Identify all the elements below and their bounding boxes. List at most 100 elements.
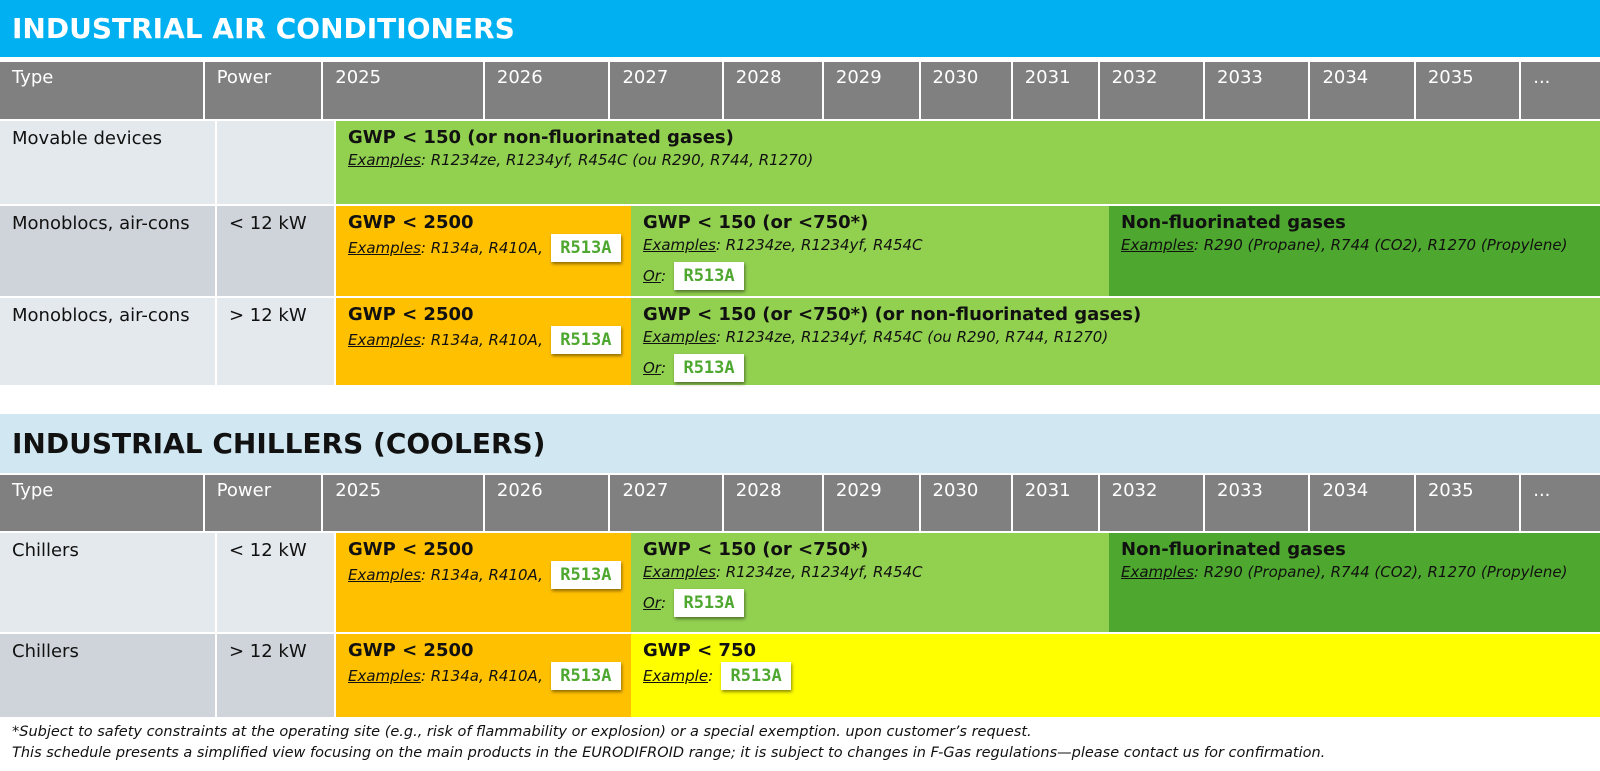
band-gwp-150: GWP < 150 (or non-fluorinated gases) Exa… [336, 121, 1600, 204]
examples-text: : R1234ze, R1234yf, R454C [715, 236, 923, 254]
band-examples: Example: R513A [643, 662, 1600, 690]
header-type: Type [0, 475, 205, 531]
header-year: 2025 [323, 62, 485, 119]
band-examples: Examples: R1234ze, R1234yf, R454C [643, 234, 1109, 256]
examples-text: : [708, 667, 714, 685]
examples-label: Examples [1121, 563, 1194, 581]
examples-label: Examples [348, 239, 421, 257]
band-examples: Examples: R134a, R410A, R513A [348, 662, 631, 690]
header-year: ... [1521, 62, 1600, 119]
footnote-safety: *Subject to safety constraints at the op… [12, 724, 1032, 740]
header-year: 2025 [323, 475, 485, 531]
header-year: 2027 [610, 475, 724, 531]
examples-label: Examples [1121, 236, 1194, 254]
header-year: 2032 [1099, 475, 1206, 531]
row-power: < 12 kW [217, 206, 334, 296]
band-title: GWP < 150 (or non-fluorinated gases) [348, 127, 734, 148]
band-gwp-150-750: GWP < 150 (or <750*) Examples: R1234ze, … [631, 206, 1109, 296]
section-title-chillers: INDUSTRIAL CHILLERS (COOLERS) [0, 414, 1600, 473]
header-power: Power [204, 62, 324, 119]
header-year: 2030 [920, 62, 1013, 119]
r513a-badge: R513A [674, 262, 745, 290]
band-gwp-2500: GWP < 2500 Examples: R134a, R410A, R513A [336, 634, 631, 717]
band-gwp-2500: GWP < 2500 Examples: R134a, R410A, R513A [336, 206, 631, 296]
row-type: Movable devices [0, 121, 215, 204]
band-or-line: Or: R513A [643, 354, 1600, 382]
examples-text: : R134a, R410A, [420, 331, 543, 349]
examples-label: Examples [348, 667, 421, 685]
band-gwp-150-750-nonfluor: GWP < 150 (or <750*) (or non-fluorinated… [631, 298, 1600, 385]
band-gwp-2500: GWP < 2500 Examples: R134a, R410A, R513A [336, 298, 631, 385]
or-label: Or [643, 267, 661, 285]
header-year: 2029 [823, 475, 921, 531]
examples-text: : R290 (Propane), R744 (CO2), R1270 (Pro… [1193, 236, 1568, 254]
header-year: 2033 [1205, 475, 1311, 531]
row-power: < 12 kW [217, 533, 334, 632]
band-title: GWP < 150 (or <750*) [643, 539, 869, 560]
band-examples: Examples: R134a, R410A, R513A [348, 234, 631, 262]
examples-label: Examples [643, 236, 716, 254]
header-year: 2033 [1205, 62, 1311, 119]
row-power: > 12 kW [217, 634, 334, 717]
band-title: Non-fluorinated gases [1121, 539, 1346, 560]
header-year: 2028 [723, 62, 824, 119]
examples-label: Examples [348, 331, 421, 349]
header-year: 2028 [723, 475, 824, 531]
examples-text: : R290 (Propane), R744 (CO2), R1270 (Pro… [1193, 563, 1568, 581]
table-header-chillers: Type Power 2025 2026 2027 2028 2029 2030… [0, 475, 1600, 531]
examples-label: Examples [643, 328, 716, 346]
examples-text: : R134a, R410A, [420, 667, 543, 685]
r513a-badge: R513A [550, 561, 621, 589]
band-title: GWP < 2500 [348, 304, 474, 325]
header-year: 2034 [1310, 475, 1416, 531]
header-year: 2029 [823, 62, 921, 119]
band-non-fluorinated: Non-fluorinated gases Examples: R290 (Pr… [1109, 206, 1600, 296]
header-year: 2026 [484, 62, 611, 119]
examples-text: : R1234ze, R1234yf, R454C [715, 563, 923, 581]
header-year: 2027 [610, 62, 724, 119]
row-type: Monoblocs, air-cons [0, 206, 215, 296]
row-type: Chillers [0, 634, 215, 717]
header-year: 2034 [1310, 62, 1416, 119]
band-examples: Examples: R290 (Propane), R744 (CO2), R1… [1121, 234, 1600, 256]
or-label: Or [643, 594, 661, 612]
band-examples: Examples: R290 (Propane), R744 (CO2), R1… [1121, 561, 1600, 583]
r513a-badge: R513A [550, 234, 621, 262]
or-text: : [660, 359, 667, 377]
examples-label: Examples [348, 566, 421, 584]
header-year: 2031 [1012, 475, 1100, 531]
r513a-badge: R513A [550, 326, 621, 354]
band-examples: Examples: R1234ze, R1234yf, R454C (ou R2… [643, 326, 1600, 348]
band-title: GWP < 2500 [348, 539, 474, 560]
examples-text: : R1234ze, R1234yf, R454C (ou R290, R744… [715, 328, 1109, 346]
band-examples: Examples: R134a, R410A, R513A [348, 326, 631, 354]
section-title-air-conditioners: INDUSTRIAL AIR CONDITIONERS [0, 0, 1600, 57]
band-gwp-2500: GWP < 2500 Examples: R134a, R410A, R513A [336, 533, 631, 632]
band-non-fluorinated: Non-fluorinated gases Examples: R290 (Pr… [1109, 533, 1600, 632]
header-year: 2035 [1415, 62, 1522, 119]
row-power: > 12 kW [217, 298, 334, 385]
examples-label: Examples [643, 563, 716, 581]
r513a-badge: R513A [721, 662, 792, 690]
header-year: 2032 [1099, 62, 1206, 119]
band-or-line: Or: R513A [643, 589, 1109, 617]
row-type: Monoblocs, air-cons [0, 298, 215, 385]
band-title: Non-fluorinated gases [1121, 212, 1346, 233]
header-year: 2035 [1415, 475, 1522, 531]
header-year: 2030 [920, 475, 1013, 531]
header-type: Type [0, 62, 205, 119]
or-label: Or [643, 359, 661, 377]
header-year: 2031 [1012, 62, 1100, 119]
header-year: ... [1521, 475, 1600, 531]
examples-text: : R134a, R410A, [420, 239, 543, 257]
band-examples: Examples: R134a, R410A, R513A [348, 561, 631, 589]
table-header-air-conditioners: Type Power 2025 2026 2027 2028 2029 2030… [0, 62, 1600, 119]
header-year: 2026 [484, 475, 611, 531]
band-gwp-150-750: GWP < 150 (or <750*) Examples: R1234ze, … [631, 533, 1109, 632]
examples-label: Example [643, 667, 709, 685]
band-examples: Examples: R1234ze, R1234yf, R454C (ou R2… [348, 149, 1600, 171]
band-or-line: Or: R513A [643, 262, 1109, 290]
header-power: Power [204, 475, 324, 531]
footnote-disclaimer: This schedule presents a simplified view… [12, 745, 1326, 761]
row-type: Chillers [0, 533, 215, 632]
